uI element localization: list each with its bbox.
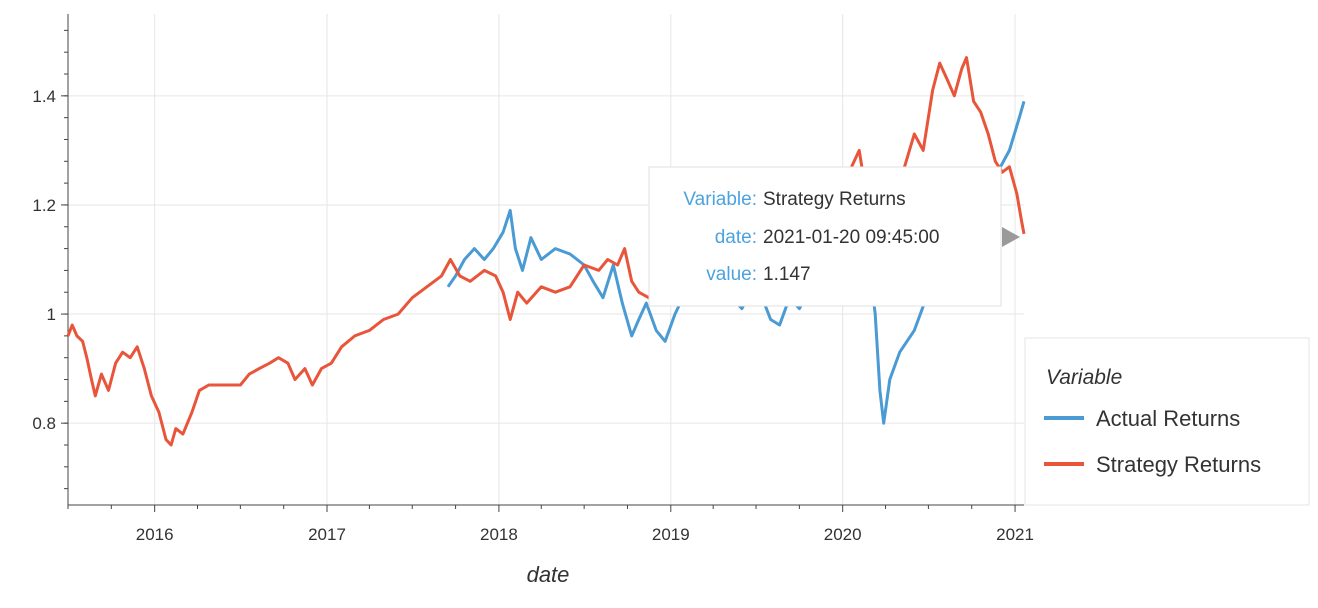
y-tick-label: 1.2: [32, 196, 56, 215]
tooltip-box: [648, 166, 1002, 307]
x-tick-label: 2018: [480, 525, 518, 544]
tooltip-value-variable: Strategy Returns: [763, 189, 906, 210]
y-tick-label: 1.4: [32, 87, 56, 106]
tooltip-pointer: [1002, 227, 1020, 247]
legend-label-strategy-returns[interactable]: Strategy Returns: [1096, 452, 1261, 477]
legend: Variable Actual Returns Strategy Returns: [1024, 337, 1310, 506]
tooltip-key-variable: Variable:: [683, 189, 757, 210]
y-axis-ticks: 0.8 1 1.2 1.4: [32, 29, 68, 490]
y-tick-label: 1: [47, 305, 56, 324]
tooltip-value-value: 1.147: [763, 264, 811, 285]
tooltip-value-date: 2021-01-20 09:45:00: [763, 227, 939, 248]
y-tick-label: 0.8: [32, 414, 56, 433]
legend-box: [1024, 337, 1310, 506]
x-axis-title: date: [527, 562, 570, 587]
x-tick-label: 2019: [652, 525, 690, 544]
tooltip-key-date: date:: [715, 227, 757, 248]
x-tick-label: 2021: [996, 525, 1034, 544]
tooltip-key-value: value:: [706, 264, 757, 285]
legend-title: Variable: [1046, 366, 1122, 389]
legend-label-actual-returns[interactable]: Actual Returns: [1096, 406, 1240, 431]
x-tick-label: 2020: [824, 525, 862, 544]
x-axis-ticks: 2016 2017 2018 2019 2020 2021: [67, 505, 1034, 544]
hover-tooltip: Variable: Strategy Returns date: 2021-01…: [648, 166, 1020, 307]
x-tick-label: 2016: [136, 525, 174, 544]
x-tick-label: 2017: [308, 525, 346, 544]
